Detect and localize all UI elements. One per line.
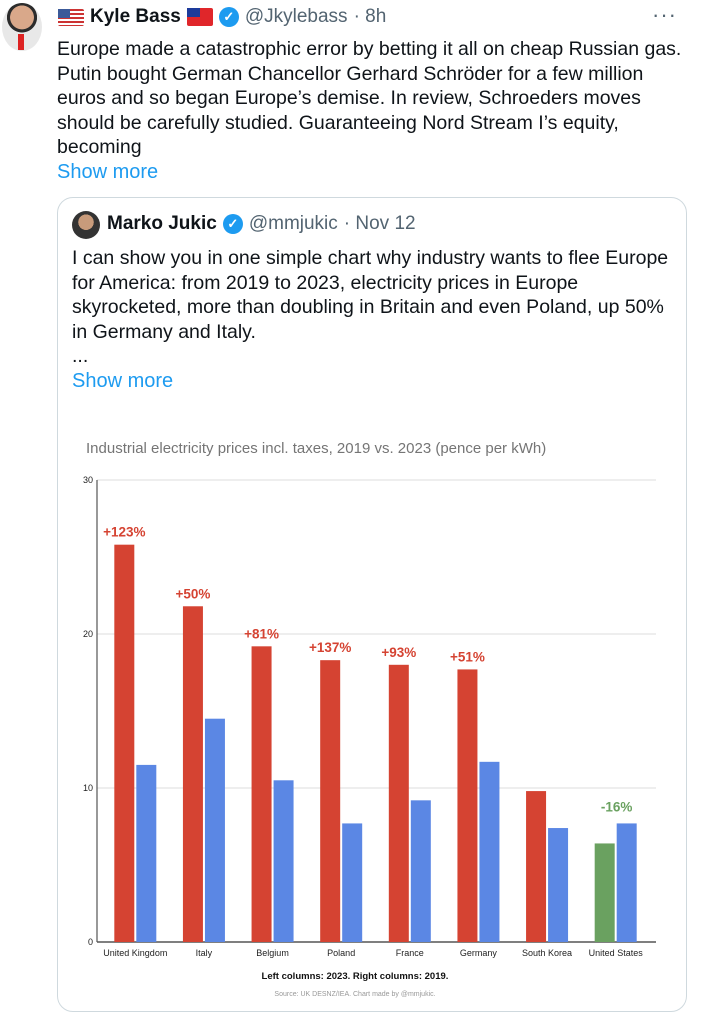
x-tick-label: Poland (327, 948, 355, 958)
author-handle[interactable]: @Jkylebass (244, 6, 348, 27)
bar-2019-italy (204, 718, 225, 942)
avatar-detail (18, 34, 24, 50)
y-tick-label: 30 (83, 475, 93, 485)
show-more-link[interactable]: Show more (57, 160, 159, 183)
x-tick-label: United States (589, 948, 644, 958)
quote-header: Marko Jukic ✓ @mmjukic · Nov 12 (107, 213, 416, 235)
data-label: -16% (601, 799, 633, 814)
quote-ellipsis: ... (72, 345, 89, 367)
bar-2023-south-korea (526, 791, 547, 942)
chart-source: Source: UK DESNZ/IEA. Chart made by @mmj… (274, 991, 435, 998)
bar-2023-poland (320, 660, 341, 942)
quote-author-name: Marko Jukic (107, 213, 217, 234)
quote-timestamp: · Nov 12 (343, 213, 416, 234)
quote-show-more-link[interactable]: Show more (72, 369, 174, 392)
data-label: +50% (175, 586, 210, 601)
quote-text: I can show you in one simple chart why i… (72, 247, 669, 343)
chart-legend-note: Left columns: 2023. Right columns: 2019. (262, 971, 449, 982)
bar-2019-poland (342, 823, 363, 942)
bar-2019-germany (479, 761, 500, 942)
quote-text-block: I can show you in one simple chart why i… (72, 246, 677, 393)
tweet-header: Kyle Bass ✓ @Jkylebass · 8h (58, 6, 386, 28)
bar-2023-germany (457, 669, 478, 942)
bar-2019-united-kingdom (136, 764, 157, 942)
quote-avatar (72, 211, 100, 239)
taiwan-flag-icon (186, 8, 213, 26)
bar-2019-united-states (616, 823, 637, 942)
x-tick-label: Germany (460, 948, 498, 958)
more-options-icon[interactable]: ··· (652, 2, 677, 27)
tweet-text: Europe made a catastrophic error by bett… (57, 38, 682, 158)
x-tick-label: Belgium (256, 948, 289, 958)
x-tick-label: United Kingdom (103, 948, 167, 958)
quote-handle: @mmjukic (248, 213, 338, 234)
timestamp[interactable]: · 8h (353, 6, 387, 27)
data-label: +137% (309, 640, 351, 655)
author-name[interactable]: Kyle Bass (90, 6, 181, 27)
us-flag-icon (58, 8, 84, 26)
data-label: +81% (244, 626, 279, 641)
bar-2023-italy (182, 606, 203, 942)
bar-2023-france (388, 664, 409, 942)
data-label: +123% (103, 525, 145, 540)
data-label: +93% (381, 645, 416, 660)
chart-title: Industrial electricity prices incl. taxe… (86, 440, 546, 457)
bar-2023-belgium (251, 646, 272, 942)
x-tick-label: South Korea (522, 948, 572, 958)
y-tick-label: 0 (88, 937, 93, 947)
data-label: +51% (450, 649, 485, 664)
x-tick-label: France (396, 948, 424, 958)
verified-icon: ✓ (218, 7, 239, 27)
y-tick-label: 20 (83, 629, 93, 639)
bar-2019-france (410, 800, 431, 942)
quoted-tweet-card[interactable] (57, 197, 687, 1012)
bar-2023-united-kingdom (114, 544, 135, 942)
bar-2019-south-korea (548, 828, 569, 942)
y-tick-label: 10 (83, 783, 93, 793)
tweet-text-block: Europe made a catastrophic error by bett… (57, 37, 687, 184)
bar-2023-united-states (594, 843, 615, 942)
verified-icon: ✓ (222, 214, 243, 234)
bar-2019-belgium (273, 780, 294, 942)
x-tick-label: Italy (196, 948, 213, 958)
